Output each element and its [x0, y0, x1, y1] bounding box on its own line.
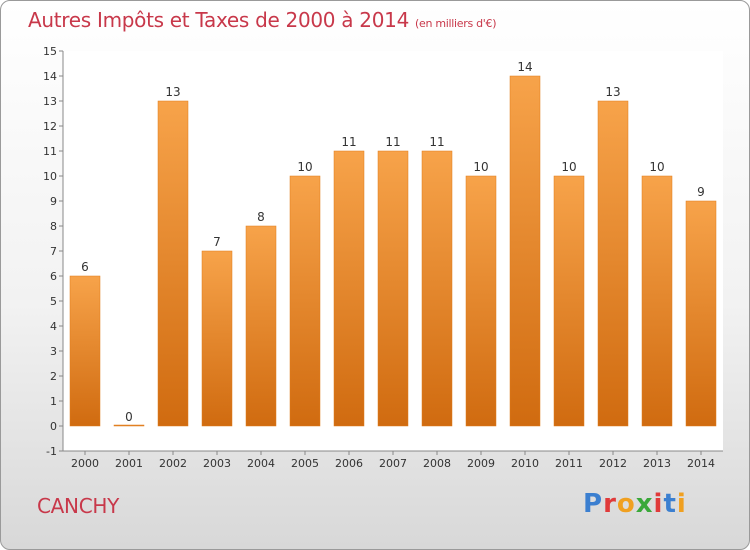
bar-value-label: 11 — [429, 135, 444, 149]
bar — [201, 250, 233, 427]
x-tick-label: 2003 — [203, 457, 231, 470]
x-tick-label: 2006 — [335, 457, 363, 470]
bar — [421, 150, 453, 427]
x-tick-label: 2001 — [115, 457, 143, 470]
chart-title-main: Autres Impôts et Taxes de 2000 à 2014 — [28, 8, 409, 32]
bar — [377, 150, 409, 427]
bar — [289, 175, 321, 427]
x-tick-label: 2008 — [423, 457, 451, 470]
y-tick-label: 10 — [43, 170, 57, 183]
y-tick-label: 9 — [50, 195, 57, 208]
bar-value-label: 13 — [605, 85, 620, 99]
bar-value-label: 14 — [517, 60, 532, 74]
y-tick-label: 0 — [50, 420, 57, 433]
bar-value-label: 13 — [165, 85, 180, 99]
bar — [157, 100, 189, 427]
y-tick-label: 7 — [50, 245, 57, 258]
logo-letter: P — [583, 489, 604, 519]
logo-letter: x — [635, 489, 654, 519]
logo-letter: o — [616, 489, 636, 519]
bar — [69, 275, 101, 427]
y-tick-label: 5 — [50, 295, 57, 308]
y-tick-label: 3 — [50, 345, 57, 358]
y-tick-label: 14 — [43, 70, 57, 83]
bar — [333, 150, 365, 427]
x-tick-label: 2011 — [555, 457, 583, 470]
bar — [465, 175, 497, 427]
bar-value-label: 10 — [473, 160, 488, 174]
x-tick-label: 2007 — [379, 457, 407, 470]
y-tick-label: 2 — [50, 370, 57, 383]
x-tick-label: 2004 — [247, 457, 275, 470]
chart-title: Autres Impôts et Taxes de 2000 à 2014 (en… — [28, 8, 496, 32]
place-name: CANCHY — [37, 494, 120, 518]
bar-value-label: 9 — [697, 185, 705, 199]
logo-letter: t — [663, 489, 677, 519]
bar-value-label: 10 — [649, 160, 664, 174]
bar-value-label: 8 — [257, 210, 265, 224]
y-tick-label: 4 — [50, 320, 57, 333]
y-tick-label: 15 — [43, 45, 57, 58]
bar — [553, 175, 585, 427]
bar — [641, 175, 673, 427]
y-tick-label: 8 — [50, 220, 57, 233]
x-tick-label: 2012 — [599, 457, 627, 470]
bar-value-label: 10 — [561, 160, 576, 174]
bar — [685, 200, 717, 427]
x-tick-label: 2000 — [71, 457, 99, 470]
bar — [113, 424, 145, 427]
bar-value-label: 0 — [125, 410, 133, 424]
y-tick-label: 1 — [50, 395, 57, 408]
bar-value-label: 11 — [341, 135, 356, 149]
x-tick-label: 2013 — [643, 457, 671, 470]
bar-value-label: 7 — [213, 235, 221, 249]
y-tick-label: 12 — [43, 120, 57, 133]
logo-letter: i — [653, 489, 664, 519]
x-tick-label: 2014 — [687, 457, 715, 470]
logo-letter: r — [603, 489, 617, 519]
x-tick-label: 2010 — [511, 457, 539, 470]
logo-letter: i — [676, 489, 687, 519]
y-tick-label: 6 — [50, 270, 57, 283]
x-tick-label: 2009 — [467, 457, 495, 470]
y-tick-label: -1 — [46, 445, 57, 458]
bar — [245, 225, 277, 427]
bar-value-label: 10 — [297, 160, 312, 174]
x-tick-label: 2002 — [159, 457, 187, 470]
y-tick-label: 11 — [43, 145, 57, 158]
bar — [509, 75, 541, 427]
bar — [597, 100, 629, 427]
chart-title-unit: (en milliers d'€) — [415, 17, 497, 30]
y-tick-label: 13 — [43, 95, 57, 108]
bar-value-label: 6 — [81, 260, 89, 274]
x-tick-label: 2005 — [291, 457, 319, 470]
proxiti-logo: Proxiti — [583, 489, 687, 519]
bar-value-label: 11 — [385, 135, 400, 149]
